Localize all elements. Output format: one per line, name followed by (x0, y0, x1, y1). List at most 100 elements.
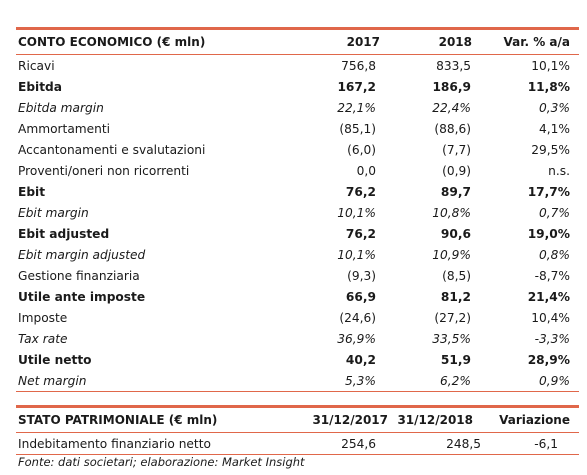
value-2017: (6,0) (347, 142, 376, 157)
value-2018: 89,7 (440, 184, 471, 199)
value-2017: 40,2 (345, 352, 376, 367)
row-label: Ebit margin (18, 205, 89, 220)
value-var: -6,1 (534, 436, 558, 451)
table-row: Utile netto 40,2 51,9 28,9% (16, 349, 579, 370)
value-2018: 33,5% (432, 331, 471, 346)
row-label: Utile netto (18, 352, 92, 367)
sp-col-2018: 31/12/2018 (397, 413, 473, 427)
row-label: Ebitda (18, 79, 63, 94)
value-2018: 51,9 (440, 352, 471, 367)
value-2018: 22,4% (432, 100, 471, 115)
value-2017: 76,2 (345, 184, 376, 199)
value-2018: 81,2 (440, 289, 471, 304)
source-note: Fonte: dati societari; elaborazione: Mar… (18, 455, 305, 469)
table-row: Ebit adjusted 76,2 90,6 19,0% (16, 223, 579, 244)
header-top-rule (16, 405, 579, 408)
table-row: Ricavi 756,8 833,5 10,1% (16, 55, 579, 76)
row-label: Ebitda margin (18, 100, 104, 115)
value-var: 28,9% (527, 352, 570, 367)
table-row: Ebit margin 10,1% 10,8% 0,7% (16, 202, 579, 223)
value-var: 0,9% (539, 373, 570, 388)
row-label: Net margin (18, 373, 87, 388)
ce-col-2017: 2017 (346, 35, 380, 49)
table-row: Gestione finanziaria (9,3) (8,5) -8,7% (16, 265, 579, 286)
table-row: Ebitda 167,2 186,9 11,8% (16, 76, 579, 97)
table-row: Tax rate 36,9% 33,5% -3,3% (16, 328, 579, 349)
table-row: Ebit margin adjusted 10,1% 10,9% 0,8% (16, 244, 579, 265)
value-var: 0,8% (539, 247, 570, 262)
ce-header-row: CONTO ECONOMICO (€ mln) 2017 2018 Var. %… (16, 30, 579, 55)
conto-economico-table: CONTO ECONOMICO (€ mln) 2017 2018 Var. %… (16, 27, 579, 392)
value-var: 4,1% (539, 121, 570, 136)
table-row: Proventi/oneri non ricorrenti 0,0 (0,9) … (16, 160, 579, 181)
value-2018: (0,9) (442, 163, 471, 178)
value-2018: 10,8% (432, 205, 471, 220)
value-var: 19,0% (527, 226, 570, 241)
value-2018: (8,5) (442, 268, 471, 283)
row-label: Tax rate (18, 331, 68, 346)
value-2017: 76,2 (345, 226, 376, 241)
value-2018: (7,7) (442, 142, 471, 157)
row-label: Accantonamenti e svalutazioni (18, 142, 206, 157)
ce-col-2018: 2018 (438, 35, 472, 49)
value-var: 0,7% (539, 205, 570, 220)
ce-col-var: Var. % a/a (503, 35, 570, 49)
table-row: Accantonamenti e svalutazioni (6,0) (7,7… (16, 139, 579, 160)
value-2017: 66,9 (345, 289, 376, 304)
sp-col-var: Variazione (499, 413, 570, 427)
table-row: Net margin 5,3% 6,2% 0,9% (16, 370, 579, 392)
value-2017: 167,2 (337, 79, 376, 94)
value-2017: 36,9% (337, 331, 376, 346)
sp-header-row: STATO PATRIMONIALE (€ mln) 31/12/2017 31… (16, 408, 579, 433)
value-2017: (85,1) (339, 121, 376, 136)
value-2017: (24,6) (339, 310, 376, 325)
value-2018: 833,5 (436, 58, 471, 73)
value-2017: 5,3% (345, 373, 376, 388)
table-row: Ebit 76,2 89,7 17,7% (16, 181, 579, 202)
value-var: 0,3% (539, 100, 570, 115)
value-var: n.s. (548, 163, 570, 178)
row-label: Utile ante imposte (18, 289, 146, 304)
value-2017: 0,0 (356, 163, 376, 178)
sp-title: STATO PATRIMONIALE (€ mln) (18, 413, 218, 427)
row-label: Ebit adjusted (18, 226, 110, 241)
header-top-rule (16, 27, 579, 30)
value-var: -3,3% (534, 331, 570, 346)
table-row: Ebitda margin 22,1% 22,4% 0,3% (16, 97, 579, 118)
value-var: 21,4% (527, 289, 570, 304)
row-label: Ricavi (18, 58, 55, 73)
table-row: Ammortamenti (85,1) (88,6) 4,1% (16, 118, 579, 139)
value-2017: 22,1% (337, 100, 376, 115)
stato-patrimoniale-table: STATO PATRIMONIALE (€ mln) 31/12/2017 31… (16, 405, 579, 455)
row-label: Ammortamenti (18, 121, 111, 136)
value-2017: 756,8 (341, 58, 376, 73)
row-label: Proventi/oneri non ricorrenti (18, 163, 190, 178)
value-var: 29,5% (531, 142, 570, 157)
row-label: Ebit margin adjusted (18, 247, 146, 262)
value-2017: 10,1% (337, 205, 376, 220)
value-var: 11,8% (527, 79, 570, 94)
row-label: Imposte (18, 310, 68, 325)
value-2018: 248,5 (446, 436, 481, 451)
table-row: Indebitamento finanziario netto 254,6 24… (16, 433, 579, 455)
value-2017: 254,6 (341, 436, 376, 451)
value-var: 10,1% (531, 58, 570, 73)
value-2018: 186,9 (432, 79, 471, 94)
sp-col-2017: 31/12/2017 (312, 413, 388, 427)
row-label: Ebit (18, 184, 46, 199)
value-2018: (88,6) (434, 121, 471, 136)
value-var: -8,7% (534, 268, 570, 283)
table-row: Utile ante imposte 66,9 81,2 21,4% (16, 286, 579, 307)
value-2018: 10,9% (432, 247, 471, 262)
value-2018: 90,6 (440, 226, 471, 241)
row-label: Gestione finanziaria (18, 268, 140, 283)
table-row: Imposte (24,6) (27,2) 10,4% (16, 307, 579, 328)
value-var: 10,4% (531, 310, 570, 325)
row-label: Indebitamento finanziario netto (18, 436, 211, 451)
value-2017: (9,3) (347, 268, 376, 283)
value-2018: (27,2) (434, 310, 471, 325)
value-2017: 10,1% (337, 247, 376, 262)
value-var: 17,7% (527, 184, 570, 199)
ce-title: CONTO ECONOMICO (€ mln) (18, 35, 206, 49)
value-2018: 6,2% (440, 373, 471, 388)
